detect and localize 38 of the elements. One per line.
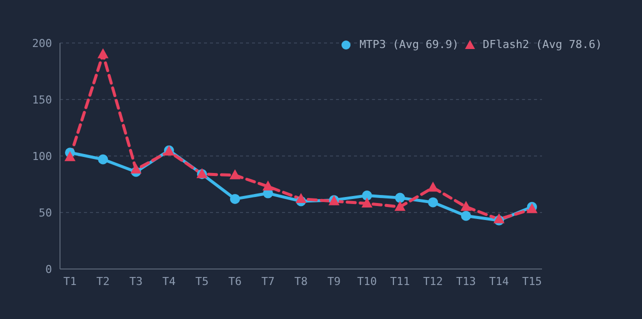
x-tick-label: T3 (129, 274, 143, 288)
y-tick-label: 100 (32, 150, 52, 163)
point (362, 197, 372, 208)
legend-label: MTP3 (Avg 69.9) (359, 38, 459, 51)
x-tick-label: T6 (228, 274, 242, 288)
x-tick-label: T5 (195, 274, 209, 288)
point (98, 154, 108, 164)
y-tick-label: 200 (32, 36, 52, 50)
point (98, 48, 108, 58)
point (428, 182, 438, 192)
point (230, 169, 240, 180)
x-tick-label: T7 (261, 274, 275, 288)
point (64, 151, 76, 162)
y-tick-label: 0 (45, 262, 52, 276)
point (362, 190, 372, 201)
x-tick-label: T1 (63, 274, 77, 288)
point (230, 194, 240, 204)
x-tick-label: T14 (489, 274, 510, 288)
point (262, 180, 274, 191)
x-tick-label: T13 (456, 274, 476, 288)
y-tick-label: 150 (32, 93, 52, 106)
point (395, 192, 405, 203)
point (394, 200, 406, 211)
x-tick-label: T2 (96, 274, 110, 288)
point (460, 200, 472, 211)
point (130, 164, 142, 174)
point (428, 197, 438, 208)
x-tick-label: T10 (357, 274, 377, 288)
x-tick-label: T11 (390, 274, 410, 288)
x-tick-label: T8 (294, 274, 308, 288)
legend-label: DFlash2 (Avg 78.6) (482, 38, 602, 51)
point (461, 210, 471, 221)
x-tick-label: T12 (423, 274, 443, 288)
point (296, 192, 306, 203)
x-tick-label: T4 (162, 274, 176, 288)
x-tick-label: T9 (327, 274, 341, 288)
x-tick-label: T15 (522, 274, 542, 288)
y-tick-label: 50 (38, 206, 52, 220)
